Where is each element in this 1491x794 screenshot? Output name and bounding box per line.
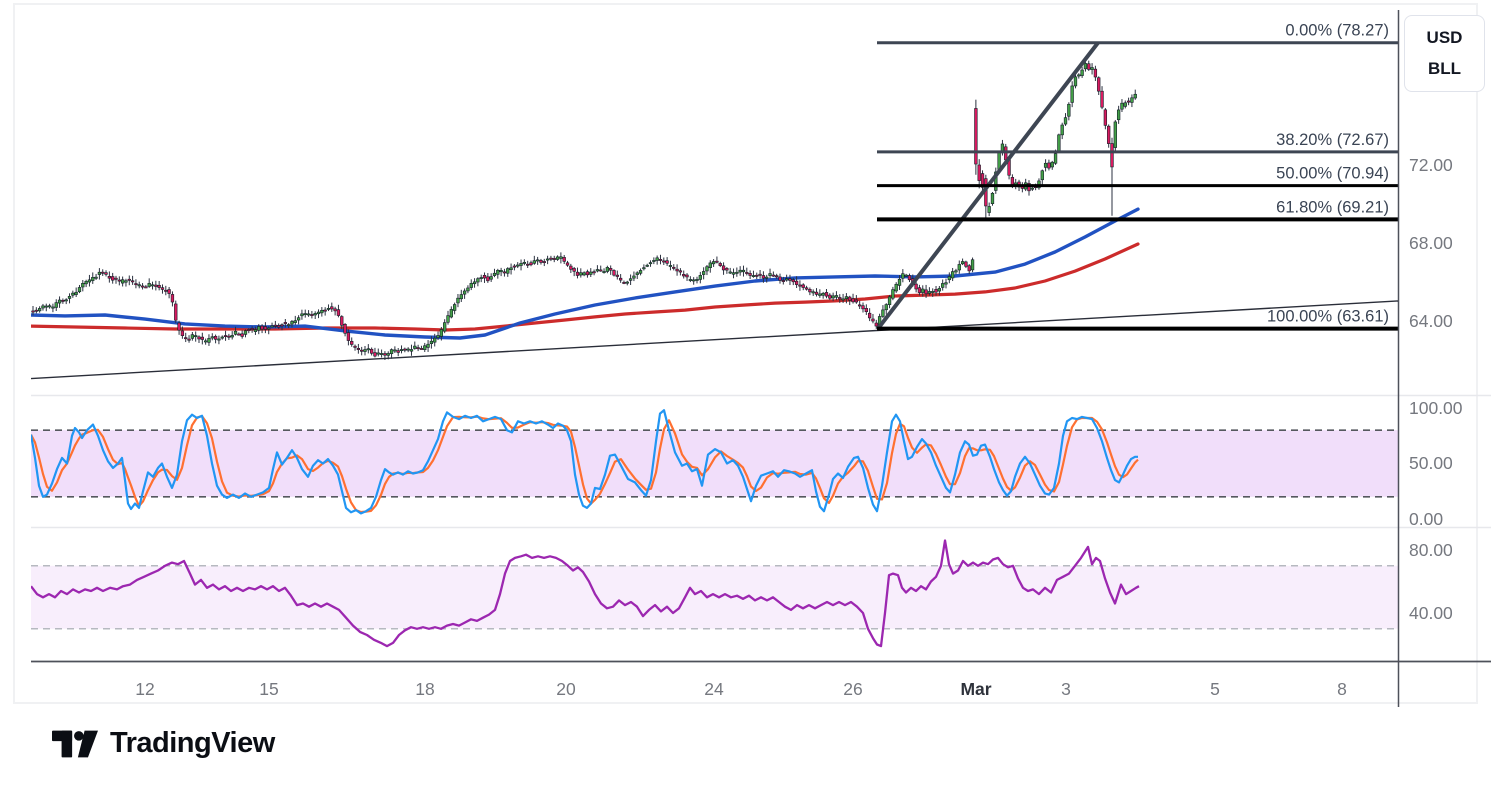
trendline-drawing[interactable] — [31, 300, 1398, 380]
chart-frame: 0.00% (78.27) 38.20% (72.67) 50.00% (70.94… — [13, 3, 1491, 707]
fib-retracement[interactable]: 0.00% (78.27) 38.20% (72.67) 50.00% (70.94… — [876, 22, 1398, 331]
axis-tick-label: 50.00 — [1409, 453, 1453, 473]
axis-tick-label: 68.00 — [1409, 233, 1453, 253]
fib-level-label: 61.80% (69.21) — [1276, 198, 1389, 216]
stoch-band — [31, 430, 1398, 497]
axis-tick-label: 72.00 — [1409, 155, 1453, 175]
axis-tick-label: 100.00 — [1409, 398, 1463, 418]
chart-canvas[interactable]: 0.00% (78.27) 38.20% (72.67) 50.00% (70.94… — [15, 5, 1491, 794]
time-tick-label: 15 — [259, 679, 278, 699]
axis-tick-label: 64.00 — [1409, 311, 1453, 331]
time-axis[interactable]: 12 15 18 20 24 26 Mar 3 5 8 — [135, 679, 1347, 699]
tradingview-logo-text: TradingView — [110, 727, 275, 759]
axis-tick-label: 40.00 — [1409, 603, 1453, 623]
fib-level-label: 50.00% (70.94) — [1276, 165, 1389, 183]
time-tick-label: 24 — [704, 679, 724, 699]
axis-tick-label: 80.00 — [1409, 540, 1453, 560]
time-tick-label: Mar — [960, 679, 991, 699]
time-tick-label: 26 — [843, 679, 862, 699]
candles-layer[interactable] — [31, 59, 1137, 361]
ma-blue-line[interactable] — [31, 207, 1140, 340]
symbol-unit-box[interactable]: USD BLL — [1404, 15, 1485, 92]
unit-label: BLL — [1427, 59, 1462, 79]
rsi-line[interactable] — [31, 539, 1140, 648]
tradingview-logo[interactable]: TradingView — [52, 727, 275, 760]
ma-red-line[interactable] — [31, 242, 1140, 332]
fib-level-label: 0.00% (78.27) — [1285, 22, 1389, 40]
price-axis[interactable]: 72.00 68.00 64.00 100.00 50.00 0.00 80.00 40.00 — [1409, 155, 1463, 623]
time-tick-label: 12 — [135, 679, 154, 699]
time-tick-label: 20 — [556, 679, 576, 699]
stoch-pane[interactable] — [31, 409, 1398, 515]
time-tick-label: 8 — [1337, 679, 1347, 699]
currency-label: USD — [1426, 27, 1463, 47]
time-tick-label: 18 — [415, 679, 434, 699]
rsi-band — [31, 565, 1398, 629]
time-tick-label: 3 — [1061, 679, 1071, 699]
stoch-k-line[interactable] — [31, 409, 1138, 515]
price-pane[interactable] — [31, 59, 1398, 380]
fib-level-label: 100.00% (63.61) — [1267, 308, 1389, 326]
rsi-pane[interactable] — [31, 539, 1398, 648]
axis-tick-label: 0.00 — [1409, 509, 1443, 529]
tradingview-logo-icon — [52, 730, 98, 757]
fib-level-label: 38.20% (72.67) — [1276, 131, 1389, 149]
time-tick-label: 5 — [1210, 679, 1220, 699]
